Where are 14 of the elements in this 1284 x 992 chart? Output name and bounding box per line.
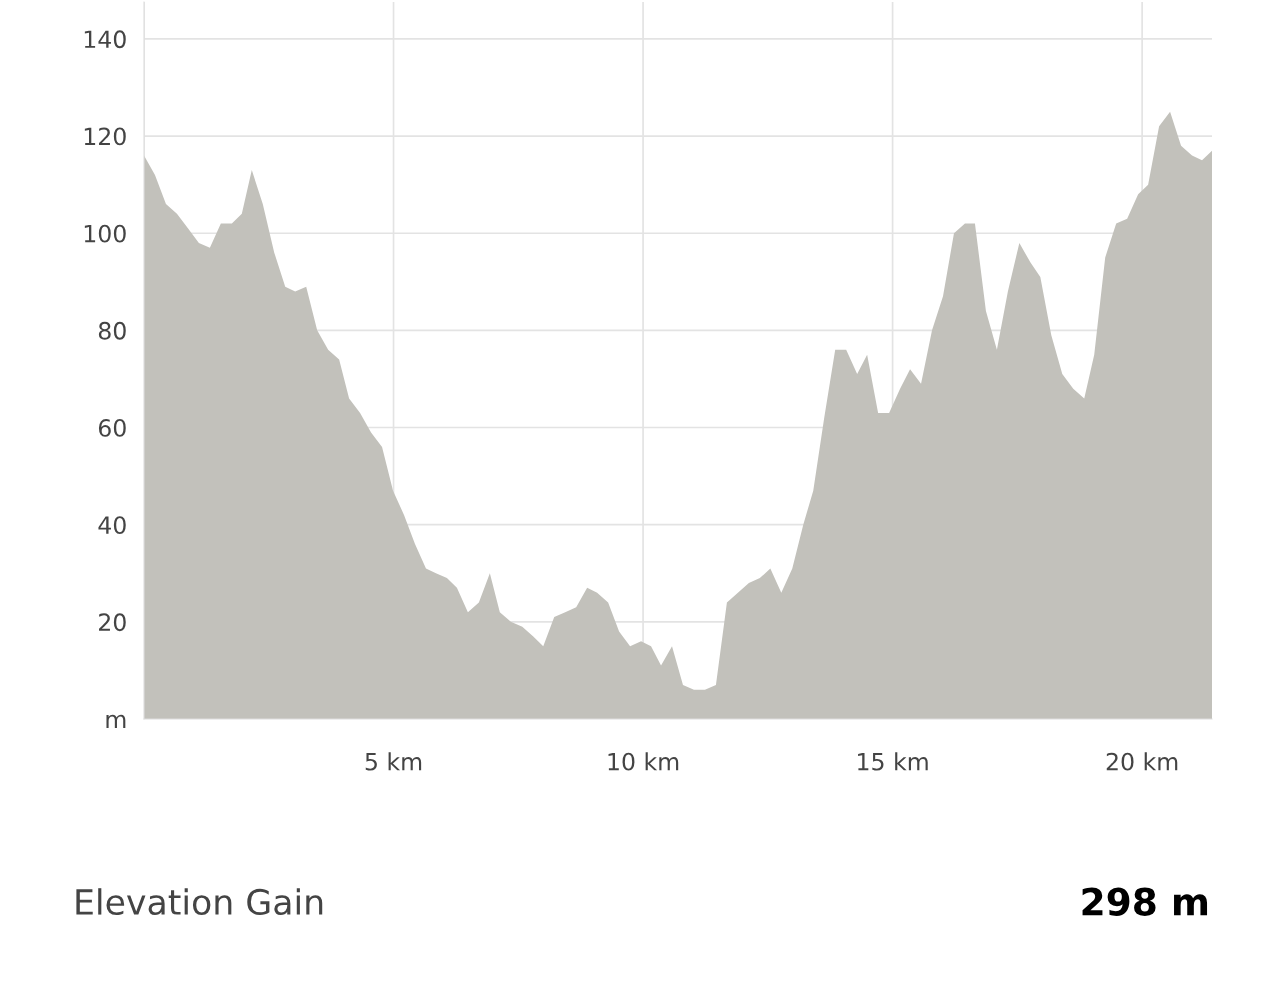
y-tick-label: 60 [98,418,126,437]
y-tick-label: 20 [99,613,126,632]
text: Elevation Gain [76,888,323,916]
x-tick-label: 20 km [1106,752,1178,771]
x-tick-label: 10 km [608,752,679,771]
y-tick-label: 100 [84,224,126,243]
y-tick-label: 80 [98,321,126,340]
y-tick-label: 120 [84,127,126,146]
x-tick-label: 15 km [858,752,928,771]
y-tick-label: 140 [84,30,126,49]
y-tick-label: 40 [98,516,126,534]
x-tick-label: 5 km [365,752,422,771]
text: 298 m [1082,887,1208,916]
y-tick-label: m [106,714,126,728]
